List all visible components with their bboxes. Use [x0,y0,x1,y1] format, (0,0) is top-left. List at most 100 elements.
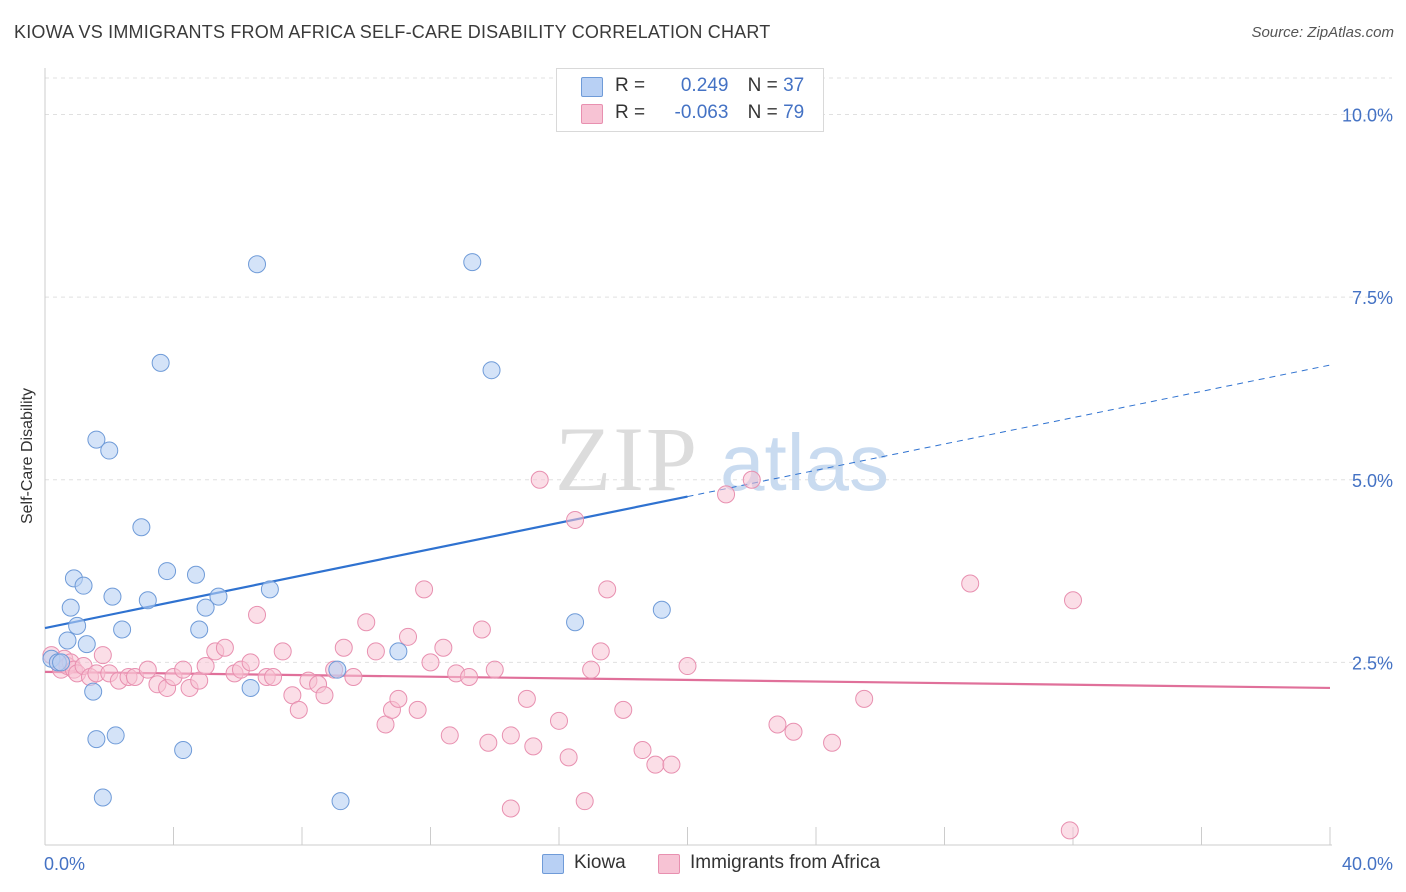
kiowa-point-18 [138,591,157,610]
kiowa-point-6 [68,616,87,635]
kiowa-points [42,253,671,811]
africa-point-31 [264,667,283,686]
kiowa-r-value: 0.249 [680,75,729,96]
africa-point-76 [784,722,803,741]
kiowa-trend-solid [44,495,688,630]
kiowa-n-value: 37 [783,75,805,96]
kiowa-point-21 [174,741,193,760]
kiowa-point-3 [58,631,77,650]
kiowa-point-34 [566,613,585,632]
africa-point-77 [823,733,842,752]
africa-point-34 [289,700,308,719]
africa-point-23 [196,657,215,676]
africa-point-40 [344,667,363,686]
africa-swatch [581,104,603,124]
watermark-atlas: atlas [720,418,889,507]
tick-labels: 2.5% 5.0% 7.5% 10.0% 0.0% 40.0% [44,106,1393,874]
africa-point-70 [646,755,665,774]
gridlines [45,77,1392,663]
africa-point-25 [215,638,234,657]
bottom-kiowa-swatch [542,854,564,874]
y-tick-label-3: 10.0% [1342,106,1393,126]
africa-point-66 [591,642,610,661]
africa-point-81 [1064,591,1082,610]
y-tick-label-1: 5.0% [1352,471,1393,491]
africa-point-63 [566,510,585,529]
africa-point-48 [415,580,434,599]
kiowa-point-16 [113,620,132,639]
africa-point-64 [575,792,594,811]
africa-point-82 [501,799,520,818]
africa-point-80 [1060,821,1079,840]
y-tick-label-0: 2.5% [1352,653,1393,673]
kiowa-point-22 [186,565,205,584]
africa-point-57 [501,726,520,745]
bottom-africa-swatch [658,854,680,874]
kiowa-point-25 [209,587,228,606]
africa-point-74 [742,470,761,489]
africa-point-72 [678,657,697,676]
africa-point-79 [961,574,980,593]
africa-point-37 [315,686,334,705]
africa-point-54 [472,620,491,639]
kiowa-point-8 [77,635,96,654]
kiowa-point-35 [652,600,671,619]
africa-point-29 [248,605,267,624]
kiowa-point-33 [482,361,501,380]
kiowa-point-29 [328,660,347,679]
africa-point-71 [662,755,681,774]
africa-r-value: -0.063 [674,102,729,123]
source-label: Source: ZipAtlas.com [1251,24,1394,41]
kiowa-point-20 [158,562,177,581]
africa-point-46 [399,627,418,646]
africa-point-45 [389,689,408,708]
africa-point-67 [598,580,617,599]
kiowa-point-4 [61,598,80,617]
africa-n-value: 79 [783,102,805,123]
kiowa-n-label: N = [747,75,778,96]
africa-point-62 [559,748,578,767]
africa-point-47 [408,700,427,719]
africa-points [42,470,1082,840]
africa-point-28 [241,653,260,672]
axes [44,68,1332,846]
africa-point-60 [530,470,549,489]
africa-point-61 [550,711,568,730]
y-tick-label-2: 7.5% [1352,288,1393,308]
africa-point-78 [855,689,874,708]
africa-point-56 [485,660,504,679]
kiowa-point-14 [103,587,122,606]
africa-point-41 [357,613,376,632]
africa-point-32 [273,642,292,661]
x-tick-label-1: 40.0% [1342,854,1393,874]
africa-point-65 [582,660,601,679]
africa-point-20 [174,660,193,679]
africa-point-39 [334,638,353,657]
africa-point-59 [524,737,543,756]
africa-r-label: R = [615,102,646,123]
kiowa-point-27 [248,255,267,274]
africa-point-69 [633,741,652,760]
kiowa-point-19 [151,353,170,372]
kiowa-point-28 [260,580,279,599]
africa-n-label: N = [747,102,778,123]
watermark-zip: ZIP [555,408,699,510]
africa-point-50 [434,638,453,657]
kiowa-point-13 [100,441,119,460]
kiowa-point-9 [84,682,103,701]
kiowa-point-31 [389,642,408,661]
africa-point-42 [366,642,385,661]
africa-point-49 [421,653,440,672]
bottom-africa-label: Immigrants from Africa [690,852,881,873]
kiowa-point-15 [106,726,125,745]
africa-point-73 [717,485,736,504]
kiowa-point-11 [87,430,106,449]
africa-point-16 [138,660,157,679]
watermark: ZIP atlas [555,408,889,510]
kiowa-swatch [581,77,603,97]
kiowa-point-7 [74,576,93,595]
kiowa-point-30 [331,792,350,811]
chart-title: KIOWA VS IMMIGRANTS FROM AFRICA SELF-CAR… [14,22,771,42]
kiowa-point-23 [190,620,209,639]
